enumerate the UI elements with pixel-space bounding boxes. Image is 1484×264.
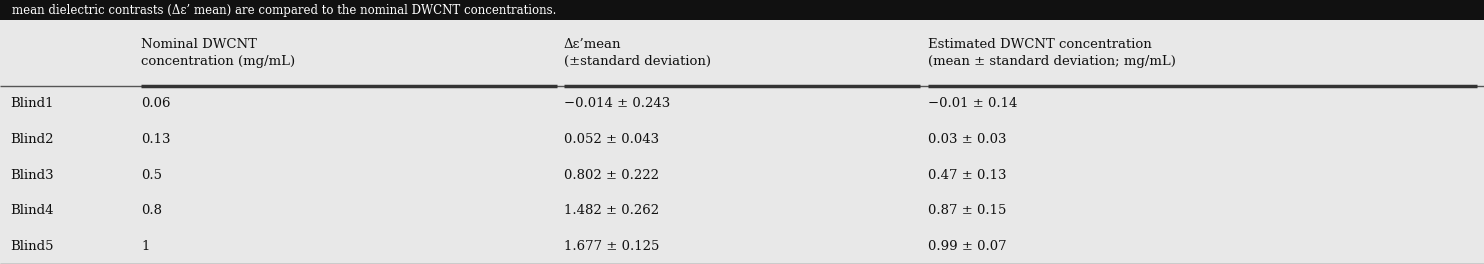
Text: Estimated DWCNT concentration
(mean ± standard deviation; mg/mL): Estimated DWCNT concentration (mean ± st… bbox=[928, 39, 1175, 68]
Text: mean dielectric contrasts (Δε’ mean) are compared to the nominal DWCNT concentra: mean dielectric contrasts (Δε’ mean) are… bbox=[12, 4, 556, 17]
Text: Nominal DWCNT
concentration (mg/mL): Nominal DWCNT concentration (mg/mL) bbox=[141, 39, 295, 68]
Text: 0.99 ± 0.07: 0.99 ± 0.07 bbox=[928, 240, 1006, 253]
Text: 0.06: 0.06 bbox=[141, 97, 171, 110]
Text: 1: 1 bbox=[141, 240, 150, 253]
Text: 0.802 ± 0.222: 0.802 ± 0.222 bbox=[564, 168, 659, 182]
Text: Blind2: Blind2 bbox=[10, 133, 53, 146]
Text: Blind3: Blind3 bbox=[10, 168, 53, 182]
Text: 0.87 ± 0.15: 0.87 ± 0.15 bbox=[928, 204, 1006, 217]
Text: 1.677 ± 0.125: 1.677 ± 0.125 bbox=[564, 240, 659, 253]
Text: 0.5: 0.5 bbox=[141, 168, 162, 182]
Text: 0.03 ± 0.03: 0.03 ± 0.03 bbox=[928, 133, 1006, 146]
Text: 0.052 ± 0.043: 0.052 ± 0.043 bbox=[564, 133, 659, 146]
Text: Blind5: Blind5 bbox=[10, 240, 53, 253]
Text: −0.014 ± 0.243: −0.014 ± 0.243 bbox=[564, 97, 671, 110]
Text: 1.482 ± 0.262: 1.482 ± 0.262 bbox=[564, 204, 659, 217]
Text: Blind4: Blind4 bbox=[10, 204, 53, 217]
Text: 0.47 ± 0.13: 0.47 ± 0.13 bbox=[928, 168, 1006, 182]
Text: −0.01 ± 0.14: −0.01 ± 0.14 bbox=[928, 97, 1017, 110]
Bar bbox=[0, 0, 1484, 20]
Text: Δε’mean
(±standard deviation): Δε’mean (±standard deviation) bbox=[564, 39, 711, 68]
Text: 0.13: 0.13 bbox=[141, 133, 171, 146]
Text: 0.8: 0.8 bbox=[141, 204, 162, 217]
Text: Blind1: Blind1 bbox=[10, 97, 53, 110]
